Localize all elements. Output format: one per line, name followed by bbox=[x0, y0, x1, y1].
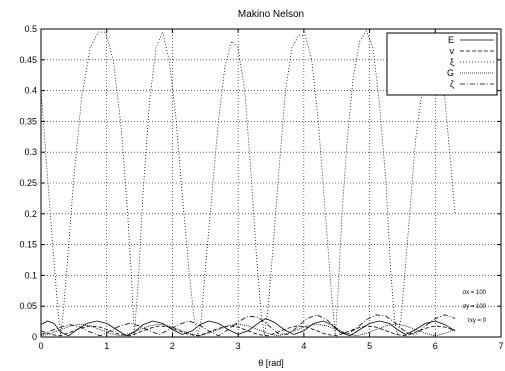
legend-label: ξ bbox=[450, 57, 454, 67]
y-tick-label: 0.3 bbox=[24, 147, 37, 157]
y-tick-label: 0 bbox=[32, 332, 37, 342]
y-tick-label: 0.35 bbox=[19, 116, 37, 126]
legend-label: G bbox=[447, 68, 454, 78]
annotations: σx = 100 σy = 100 τxy = 0 bbox=[462, 290, 486, 324]
legend-label: E bbox=[448, 35, 454, 45]
y-tick-label: 0.4 bbox=[24, 86, 37, 96]
x-tick-label: 1 bbox=[104, 341, 109, 351]
legend-label: ν bbox=[450, 46, 455, 56]
series-line-5 bbox=[40, 314, 456, 337]
y-tick-label: 0.2 bbox=[24, 209, 37, 219]
legend-label: ζ bbox=[450, 79, 454, 89]
x-axis-label: θ [rad] bbox=[258, 358, 284, 368]
annotation-text: σx = 100 bbox=[462, 290, 486, 296]
annotation-text: σy = 100 bbox=[462, 304, 486, 310]
y-tick-label: 0.1 bbox=[24, 270, 37, 280]
series-line-2 bbox=[40, 325, 456, 337]
y-tick-label: 0.5 bbox=[24, 24, 37, 34]
x-tick-label: 7 bbox=[498, 341, 503, 351]
x-tick-label: 5 bbox=[367, 341, 372, 351]
chart-title: Makino Nelson bbox=[238, 9, 304, 20]
x-tick-label: 3 bbox=[236, 341, 241, 351]
axis-ticks: 0 1 2 3 4 5 6 7 0 0.05 0.1 0.15 0.2 0.25 0.3 0.35 0.4 0.4… bbox=[19, 24, 503, 351]
y-tick-label: 0.15 bbox=[19, 240, 37, 250]
legend-box bbox=[386, 32, 498, 96]
annotation-text: τxy = 0 bbox=[467, 318, 486, 324]
series-line-4 bbox=[40, 323, 456, 337]
y-tick-label: 0.45 bbox=[19, 55, 37, 65]
series-line-1 bbox=[40, 318, 456, 337]
y-tick-label: 0.05 bbox=[19, 301, 37, 311]
x-tick-label: 6 bbox=[433, 341, 438, 351]
x-tick-label: 2 bbox=[170, 341, 175, 351]
series-line-3 bbox=[40, 29, 456, 336]
series-layer bbox=[40, 29, 456, 337]
x-tick-label: 0 bbox=[38, 341, 43, 351]
y-tick-label: 0.25 bbox=[19, 178, 37, 188]
x-tick-label: 4 bbox=[301, 341, 306, 351]
